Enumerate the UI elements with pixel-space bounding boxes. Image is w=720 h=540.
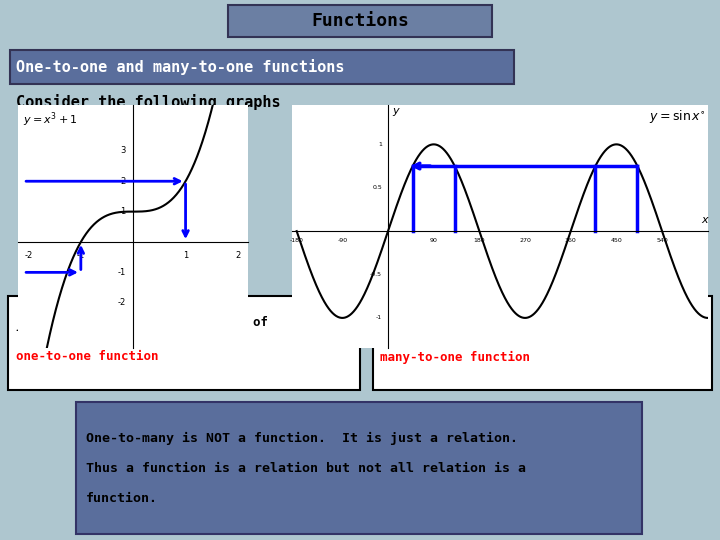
Text: $y = \sin x^{\circ}$: $y = \sin x^{\circ}$ [380, 311, 462, 333]
Text: y: y [392, 106, 399, 116]
Text: one-to-one function: one-to-one function [16, 350, 158, 363]
Text: $y = x^3 + 1$: $y = x^3 + 1$ [16, 310, 103, 334]
Text: 540: 540 [656, 238, 668, 243]
FancyBboxPatch shape [373, 296, 712, 390]
Text: 1: 1 [120, 207, 125, 216]
FancyBboxPatch shape [228, 5, 492, 37]
Text: 90: 90 [430, 238, 438, 243]
Text: -2: -2 [117, 298, 125, 307]
Text: 1: 1 [378, 142, 382, 147]
Text: -2: -2 [24, 251, 32, 260]
Text: many-to-one function: many-to-one function [380, 350, 530, 363]
Text: 180: 180 [474, 238, 485, 243]
Text: Thus a function is a relation but not all relation is a: Thus a function is a relation but not al… [86, 462, 526, 475]
Text: 0.5: 0.5 [372, 185, 382, 190]
FancyBboxPatch shape [8, 296, 360, 390]
Text: One-to-one and many-to-one functions: One-to-one and many-to-one functions [16, 59, 344, 75]
FancyBboxPatch shape [10, 50, 514, 84]
Text: Functions: Functions [311, 12, 409, 30]
FancyBboxPatch shape [76, 402, 642, 534]
Text: $y = \sin x^{\circ}$: $y = \sin x^{\circ}$ [649, 108, 706, 125]
Text: -1: -1 [117, 268, 125, 277]
Text: One-to-many is NOT a function.  It is just a relation.: One-to-many is NOT a function. It is jus… [86, 431, 518, 444]
Text: 270: 270 [519, 238, 531, 243]
Text: 2: 2 [120, 177, 125, 186]
Text: is an example of: is an example of [498, 315, 626, 328]
Text: function.: function. [86, 491, 158, 504]
Text: 2: 2 [235, 251, 240, 260]
Text: -180: -180 [289, 238, 304, 243]
Text: a: a [305, 315, 312, 328]
Text: a: a [653, 315, 660, 328]
Text: and: and [361, 196, 395, 214]
Text: 1: 1 [183, 251, 188, 260]
Text: is an example of: is an example of [148, 315, 276, 328]
Text: 3: 3 [120, 146, 125, 156]
Text: -1: -1 [77, 251, 85, 260]
Text: x: x [702, 215, 708, 225]
Text: 450: 450 [611, 238, 622, 243]
Text: $y = x^3 + 1$: $y = x^3 + 1$ [23, 110, 78, 129]
Text: Consider the following graphs: Consider the following graphs [16, 94, 281, 110]
Text: -90: -90 [337, 238, 348, 243]
Text: 360: 360 [565, 238, 577, 243]
Text: -0.5: -0.5 [370, 272, 382, 277]
Text: -1: -1 [376, 315, 382, 320]
